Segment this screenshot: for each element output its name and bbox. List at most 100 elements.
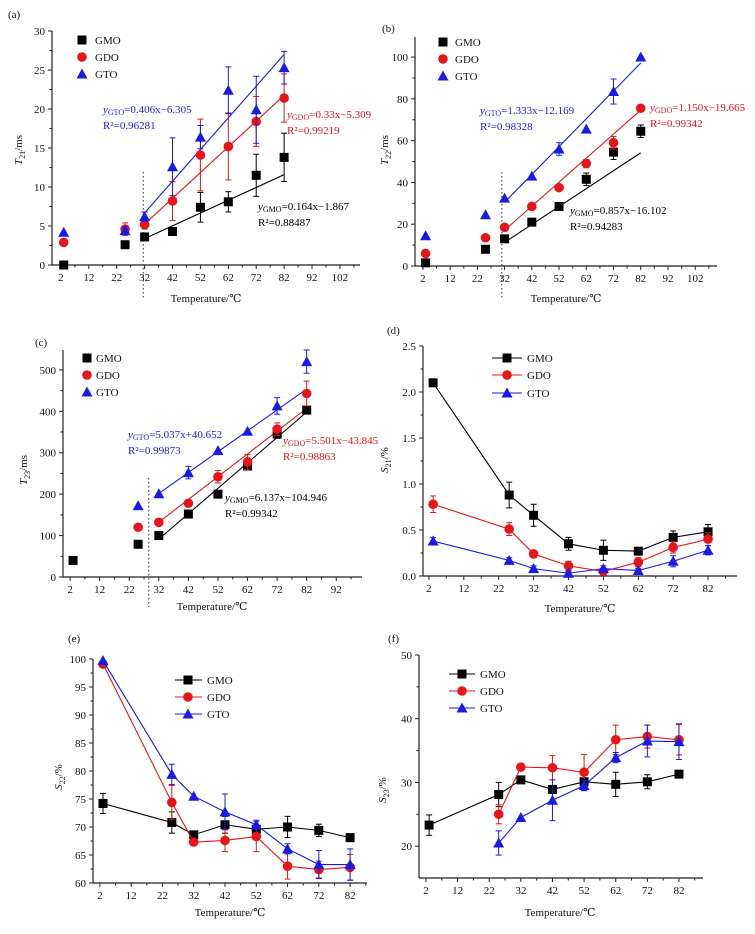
x-tick-label: 32 bbox=[188, 890, 199, 902]
data-point bbox=[250, 819, 262, 830]
legend-item-gmo: GMO bbox=[175, 675, 233, 687]
data-point bbox=[633, 557, 644, 567]
x-tick-label: 22 bbox=[472, 273, 483, 285]
legend-marker bbox=[183, 692, 193, 702]
legend-label: GTO bbox=[95, 69, 117, 81]
data-point bbox=[139, 219, 150, 230]
panel-label: (d) bbox=[387, 325, 400, 337]
x-tick-label: 2 bbox=[67, 584, 73, 596]
y-tick-label: 15 bbox=[34, 143, 46, 155]
x-tick-label: 72 bbox=[642, 885, 653, 897]
chart-panel-e: (e) 2 12 22 32 42 52 62 72 82 60 65 70 75 80 85 90 95 100 T… bbox=[53, 633, 367, 919]
fit-equation-subscript: GMO bbox=[230, 496, 249, 505]
data-point bbox=[611, 779, 621, 789]
x-tick-label: 2 bbox=[426, 583, 432, 595]
data-point bbox=[119, 225, 131, 236]
legend-item-gmo: GMO bbox=[82, 353, 122, 365]
data-point bbox=[428, 499, 438, 510]
y-axis-title-subscript: 23 bbox=[382, 789, 391, 797]
data-point bbox=[562, 567, 574, 578]
legend-item-gmo: GMO bbox=[492, 353, 553, 365]
x-tick-label: 92 bbox=[307, 272, 318, 284]
legend-label: GMO bbox=[480, 669, 506, 681]
data-point bbox=[673, 736, 685, 747]
legend-label: GMO bbox=[527, 353, 553, 365]
legend-marker bbox=[77, 52, 87, 62]
series-line bbox=[432, 503, 709, 572]
data-point bbox=[608, 86, 620, 97]
x-tick-label: 2 bbox=[58, 272, 64, 284]
fit-equation-var: y bbox=[479, 105, 485, 117]
x-tick-label: 72 bbox=[251, 272, 262, 284]
x-tick-label: 22 bbox=[124, 584, 135, 596]
fit-line-gdo bbox=[144, 94, 285, 225]
x-tick-label: 82 bbox=[301, 584, 312, 596]
y-axis-title: S23/% bbox=[377, 777, 391, 803]
fit-r2-gto: R²=0.98328 bbox=[480, 121, 533, 133]
data-point bbox=[504, 490, 514, 500]
fit-r2-gmo: R²=0.99342 bbox=[225, 508, 278, 520]
fit-equation-gdo: yGDO=1.150x−19.665 bbox=[649, 102, 746, 115]
data-point bbox=[424, 820, 434, 830]
y-tick-label: 75 bbox=[75, 794, 87, 806]
x-tick-label: 42 bbox=[219, 890, 230, 902]
data-point bbox=[213, 471, 223, 482]
y-tick-label: 5 bbox=[40, 221, 46, 233]
x-tick-label: 22 bbox=[493, 583, 504, 595]
data-point bbox=[578, 780, 590, 791]
x-tick-label: 102 bbox=[687, 273, 704, 285]
legend-marker bbox=[76, 68, 88, 79]
x-tick-label: 82 bbox=[279, 272, 290, 284]
legend: GMO GDO GTO bbox=[492, 353, 553, 400]
x-tick-label: 12 bbox=[445, 273, 456, 285]
data-point bbox=[223, 197, 233, 207]
data-point bbox=[183, 509, 193, 519]
y-tick-label: 1.5 bbox=[402, 433, 416, 445]
fit-line-gdo bbox=[158, 407, 308, 523]
fit-line-gto bbox=[158, 388, 308, 494]
fit-r2-gmo: R²=0.88487 bbox=[258, 217, 311, 229]
data-point bbox=[195, 150, 206, 160]
data-point bbox=[133, 522, 143, 533]
data-point bbox=[499, 192, 511, 203]
legend-label: GTO bbox=[455, 71, 477, 83]
legend-item-gto: GTO bbox=[175, 708, 229, 721]
fit-equation-body: =5.501x−43.845 bbox=[305, 435, 378, 447]
data-point bbox=[609, 147, 619, 157]
y-tick-label: 80 bbox=[397, 94, 409, 106]
legend: GMO GDO GTO bbox=[449, 669, 506, 715]
data-point bbox=[133, 539, 143, 549]
data-point bbox=[250, 104, 262, 115]
data-point bbox=[302, 405, 312, 415]
legend-marker bbox=[183, 675, 193, 685]
data-point bbox=[120, 240, 130, 250]
x-tick-label: 12 bbox=[126, 890, 137, 902]
data-point bbox=[251, 831, 262, 842]
data-point bbox=[282, 843, 294, 854]
legend-item-gto: GTO bbox=[492, 387, 549, 400]
legend-marker bbox=[457, 686, 467, 696]
legend-item-gto: GTO bbox=[81, 386, 118, 399]
y-tick-label: 100 bbox=[392, 52, 409, 64]
data-point bbox=[154, 531, 164, 541]
x-tick-label: 62 bbox=[223, 272, 234, 284]
data-point bbox=[182, 467, 194, 478]
fit-equation-var: y bbox=[224, 492, 230, 504]
y-axis-title-unit: /ms bbox=[379, 135, 391, 151]
y-axis-title-symbol: T bbox=[379, 158, 391, 165]
fit-equation-body: =1.333x−12.169 bbox=[501, 105, 574, 117]
x-axis-title: Temperature/℃ bbox=[531, 293, 602, 305]
chart-panel-a: (a)2 12 22 32 42 52 62 72 82 92 102051015202530Tem… bbox=[8, 9, 372, 305]
y-tick-label: 20 bbox=[34, 104, 46, 116]
y-tick-label: 300 bbox=[40, 448, 57, 460]
data-point bbox=[272, 424, 282, 434]
fit-equation-gdo: yGDO=5.501x−43.845 bbox=[282, 435, 379, 448]
legend-item-gdo: GDO bbox=[175, 692, 231, 704]
x-tick-label: 2 bbox=[97, 890, 103, 902]
series-gdo bbox=[493, 723, 684, 825]
fit-equation-var: y bbox=[257, 201, 263, 213]
y-axis-title-subscript: 23 bbox=[23, 471, 32, 479]
series-gto bbox=[58, 50, 290, 237]
y-tick-label: 2.5 bbox=[402, 341, 416, 353]
